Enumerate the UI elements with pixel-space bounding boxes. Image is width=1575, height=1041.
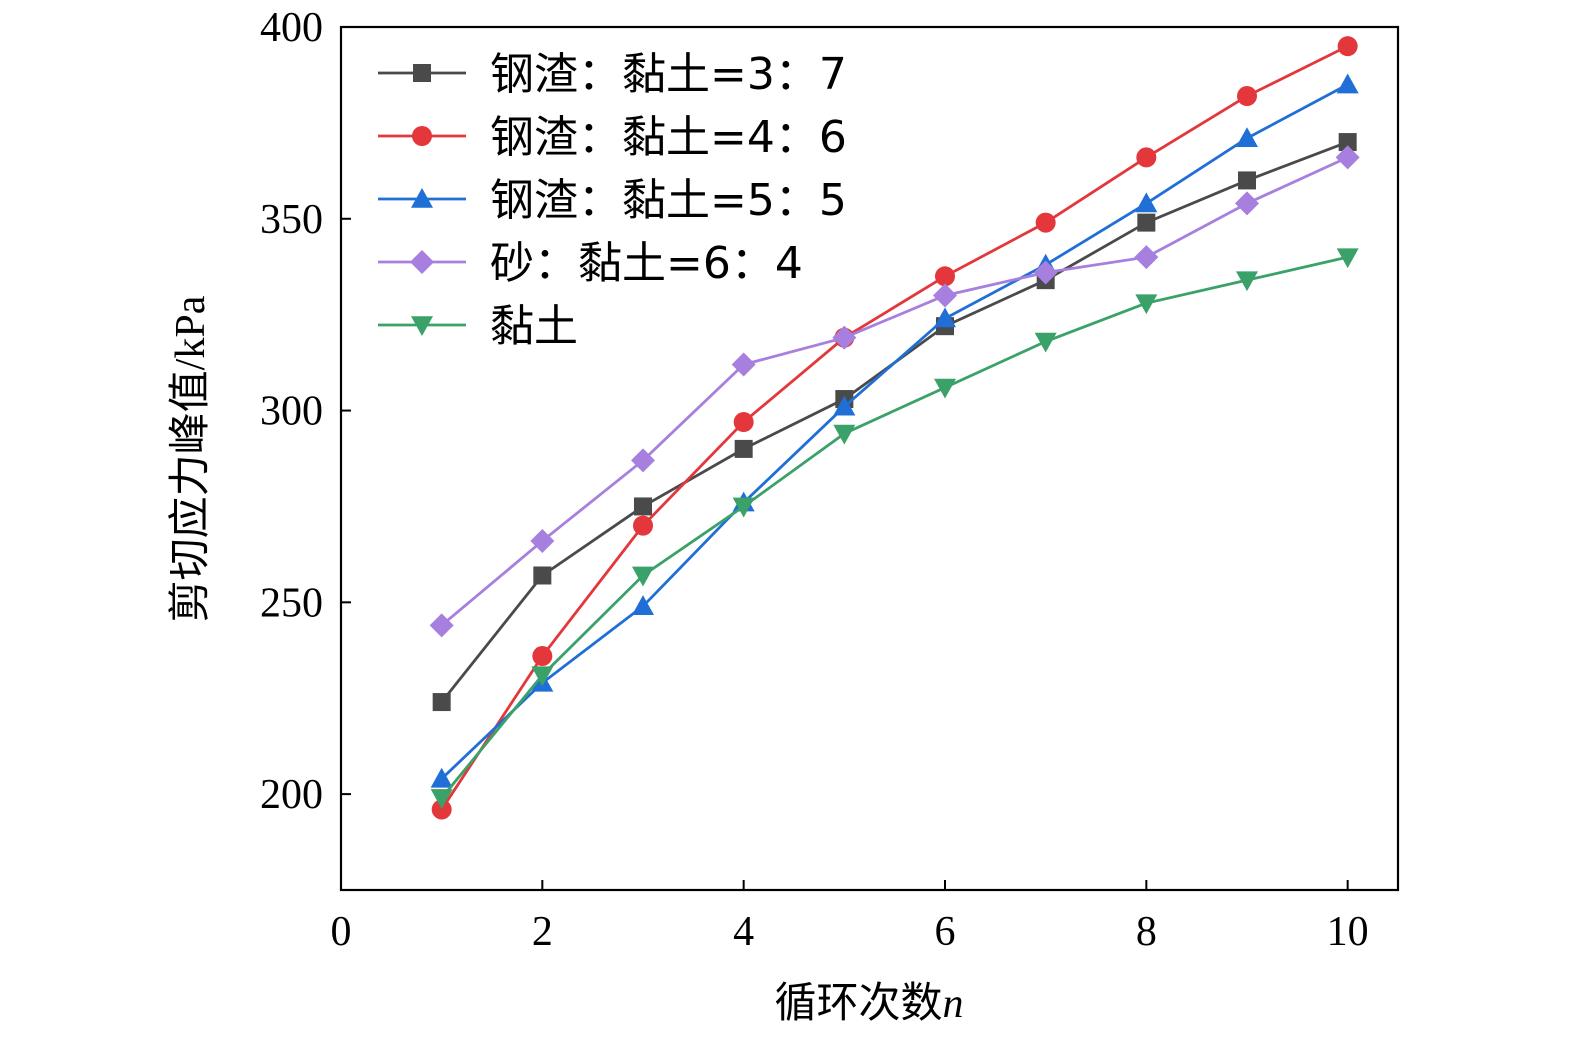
series-4 (429, 145, 1360, 638)
data-point (934, 378, 956, 399)
data-point (935, 266, 955, 287)
data-point (431, 799, 452, 820)
data-point (430, 789, 453, 809)
data-point (933, 283, 957, 308)
x-axis-label: 循环次数n (774, 981, 963, 1027)
y-axis-label: 剪切应力峰值/kPa (167, 295, 214, 622)
data-point (1236, 271, 1258, 292)
legend-item: 黏土 (378, 301, 578, 352)
legend-item: 钢渣：黏土=5：5 (378, 175, 847, 226)
legend-marker (412, 126, 432, 146)
data-point (1035, 212, 1056, 233)
axes-layer: 0 2 4 6 8 10 200 250 300 350 400 (260, 5, 1400, 955)
data-point (1135, 192, 1158, 213)
x-tick-label: 4 (733, 909, 754, 955)
x-tick-label: 8 (1136, 909, 1157, 955)
x-tick-label: 10 (1327, 909, 1369, 955)
legend-marker (410, 250, 434, 274)
legend-label: 钢渣：黏土=4：6 (490, 112, 847, 163)
data-point (1135, 294, 1158, 315)
data-point (1335, 145, 1360, 170)
legend-item: 钢渣：黏土=4：6 (378, 112, 847, 163)
y-tick-label: 350 (260, 197, 323, 243)
data-point (833, 395, 856, 416)
legend-label: 钢渣：黏土=3：7 (490, 49, 847, 100)
y-tick-label: 200 (260, 772, 323, 818)
x-axis-label-variable: n (943, 981, 964, 1027)
x-tick-label: 6 (935, 909, 956, 955)
series-layer (429, 36, 1360, 820)
data-point (631, 448, 655, 473)
data-point (634, 497, 652, 516)
data-point (731, 352, 756, 377)
series-line (440, 83, 1349, 780)
data-point (732, 497, 755, 518)
series-5 (430, 248, 1359, 809)
x-tick-label: 0 (331, 909, 352, 955)
data-point (1236, 127, 1258, 148)
x-tick-label: 2 (532, 909, 553, 955)
legend-label: 钢渣：黏土=5：5 (490, 175, 847, 226)
legend: 钢渣：黏土=3：7 钢渣：黏土=4：6 钢渣：黏土=5：5 砂：黏土=6：4 黏土 (378, 49, 847, 352)
x-axis-label-main: 循环次数 (774, 981, 942, 1027)
data-point (1235, 191, 1259, 216)
data-point (1237, 86, 1257, 107)
data-point (1238, 171, 1256, 190)
legend-marker (413, 64, 431, 82)
data-point (934, 307, 956, 328)
data-point (533, 566, 552, 585)
data-point (1134, 245, 1159, 270)
legend-label: 砂：黏土=6：4 (490, 238, 803, 289)
data-point (1033, 260, 1058, 285)
legend-item: 砂：黏土=6：4 (378, 238, 803, 289)
series-3 (430, 73, 1359, 788)
data-point (632, 595, 654, 615)
plot-frame (339, 25, 1400, 892)
data-point (1337, 36, 1358, 57)
legend-marker (411, 188, 433, 208)
legend-marker (411, 316, 433, 336)
data-point (1136, 147, 1157, 168)
data-point (430, 767, 453, 788)
series-line (440, 156, 1349, 627)
y-tick-label: 300 (260, 389, 323, 435)
data-point (833, 424, 856, 445)
data-point (432, 693, 451, 712)
data-point (1338, 133, 1357, 152)
data-point (1034, 332, 1057, 353)
y-tick-label: 400 (260, 5, 323, 51)
data-point (1137, 213, 1156, 232)
data-point (633, 515, 653, 536)
series-line (440, 140, 1349, 703)
data-point (734, 439, 753, 458)
series-line (440, 255, 1348, 799)
legend-label: 黏土 (490, 301, 578, 352)
data-point (532, 646, 553, 667)
data-point (1336, 73, 1359, 94)
data-point (1336, 248, 1359, 269)
series-line (440, 44, 1349, 811)
data-point (832, 325, 857, 350)
data-point (429, 613, 454, 638)
data-point (632, 566, 654, 587)
data-point (530, 528, 555, 553)
data-point (531, 666, 554, 687)
data-point (733, 412, 754, 433)
y-tick-label: 250 (260, 580, 323, 626)
legend-item: 钢渣：黏土=3：7 (378, 49, 847, 100)
